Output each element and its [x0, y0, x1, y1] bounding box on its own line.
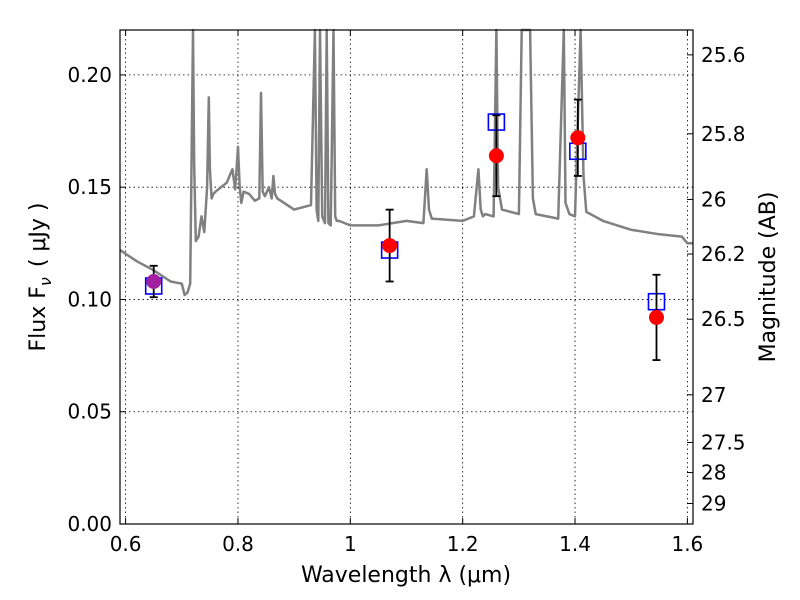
x-tick-label: 0.6 [110, 532, 142, 556]
spectrum-line [119, 28, 693, 297]
spectrum-layer [119, 28, 693, 297]
y2-tick-label: 26 [701, 187, 726, 211]
observed-point-marker [648, 309, 664, 325]
y-tick-label: 0.20 [67, 63, 112, 87]
y2-axis-label: Magnitude (AB) [756, 192, 781, 363]
observed-point-marker [146, 273, 162, 289]
y-axis-label-unit: ( μJy ) [26, 203, 51, 268]
y-tick-label: 0.10 [67, 287, 112, 311]
y2-tick-label: 29 [701, 492, 726, 516]
y-tick-label: 0.00 [67, 512, 112, 536]
observed-point-marker [382, 238, 398, 254]
x-tick-label: 1.2 [447, 532, 479, 556]
axis-ticks: 0.6 0.8 1 1.2 1.4 1.6 0.00 0.05 0.10 0.15 0.20 25.6… [67, 30, 746, 556]
x-tick-label: 0.8 [222, 532, 254, 556]
y2-tick-label: 28 [701, 461, 726, 485]
y2-tick-label: 27.5 [701, 430, 746, 454]
y2-tick-label: 25.6 [701, 43, 746, 67]
grid-lines [120, 30, 693, 525]
y-axis-label: Flux Fν ( μJy ) [26, 203, 55, 352]
y-tick-label: 0.05 [67, 400, 112, 424]
y-axis-label-sub: ν [36, 277, 55, 286]
plot-frame [119, 29, 694, 525]
marker-layer [144, 98, 666, 361]
y2-tick-label: 25.8 [701, 122, 746, 146]
x-tick-label: 1.6 [671, 532, 703, 556]
y-axis-label-main: Flux F [26, 286, 51, 351]
y2-tick-label: 27 [701, 383, 726, 407]
y-tick-label: 0.15 [67, 175, 112, 199]
observed-point-marker [570, 130, 586, 146]
x-tick-label: 1.4 [559, 532, 591, 556]
x-axis-label: Wavelength λ (μm) [301, 563, 511, 588]
y2-tick-label: 26.5 [701, 307, 746, 331]
y2-tick-label: 26.2 [701, 242, 746, 266]
x-tick-label: 1 [344, 532, 357, 556]
observed-point-marker [488, 148, 504, 164]
